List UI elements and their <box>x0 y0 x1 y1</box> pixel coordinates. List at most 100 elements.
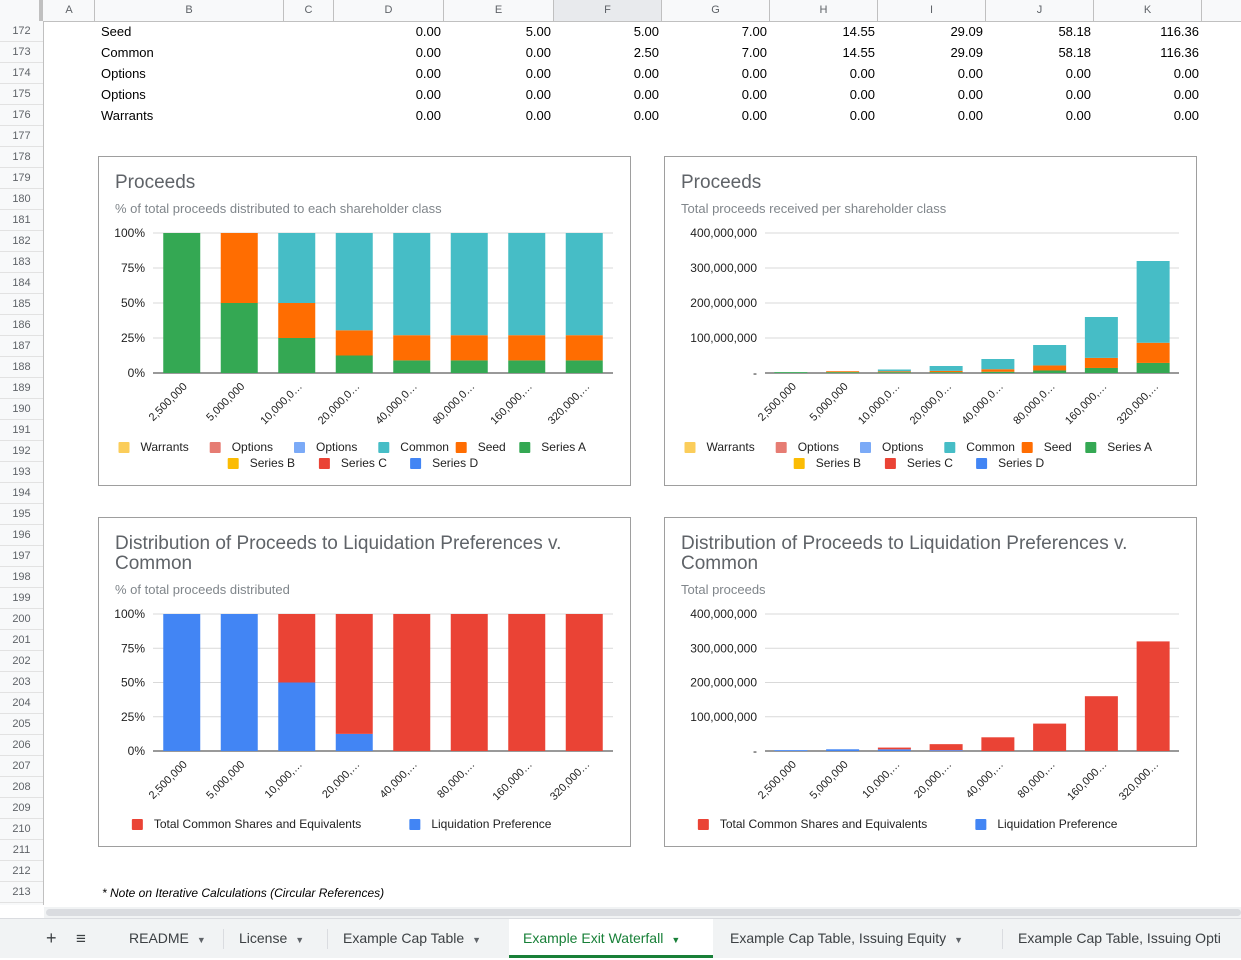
tab-menu-chevron-icon[interactable]: ▼ <box>295 935 305 945</box>
row-header-207[interactable]: 207 <box>0 756 43 777</box>
row-header-210[interactable]: 210 <box>0 819 43 840</box>
bar-segment[interactable] <box>929 372 963 373</box>
column-header-c[interactable]: C <box>284 0 334 21</box>
column-header-e[interactable]: E <box>444 0 554 21</box>
cell-value[interactable]: 58.18 <box>1058 24 1091 39</box>
bar-segment[interactable] <box>220 303 258 373</box>
row-header-211[interactable]: 211 <box>0 840 43 861</box>
bar-segment[interactable] <box>565 360 603 373</box>
bar-segment[interactable] <box>1033 365 1067 371</box>
cell-value[interactable]: 0.00 <box>957 108 983 123</box>
row-header-198[interactable]: 198 <box>0 567 43 588</box>
bar-segment[interactable] <box>1033 723 1067 751</box>
bar-segment[interactable] <box>774 750 808 751</box>
sheet-grid[interactable]: Seed 0.00 5.00 5.00 7.00 14.55 29.09 58.18 116.3… <box>44 21 1241 905</box>
cell-value[interactable]: 0.00 <box>633 87 659 102</box>
cell-value[interactable]: 14.55 <box>842 45 875 60</box>
bar-segment[interactable] <box>1084 367 1118 373</box>
bar-segment[interactable] <box>163 233 201 373</box>
row-header-188[interactable]: 188 <box>0 357 43 378</box>
cell-value[interactable]: 0.00 <box>849 108 875 123</box>
sheet-tab[interactable]: Example Cap Table, Issuing Equity ▼ <box>716 919 1002 958</box>
bar-segment[interactable] <box>877 749 911 751</box>
cell-value[interactable]: 0.00 <box>1173 87 1199 102</box>
row-header-194[interactable]: 194 <box>0 483 43 504</box>
column-header-a[interactable]: A <box>44 0 95 21</box>
bar-segment[interactable] <box>278 614 316 683</box>
bar-segment[interactable] <box>1136 261 1170 343</box>
tab-menu-chevron-icon[interactable]: ▼ <box>472 935 482 945</box>
row-header-177[interactable]: 177 <box>0 126 43 147</box>
bar-segment[interactable] <box>1033 370 1067 373</box>
sheet-tab[interactable]: License ▼ <box>225 919 325 958</box>
row-header-186[interactable]: 186 <box>0 315 43 336</box>
column-header-k[interactable]: K <box>1094 0 1202 21</box>
cell-value[interactable]: 0.00 <box>415 108 441 123</box>
row-header-183[interactable]: 183 <box>0 252 43 273</box>
chart-proceeds-total[interactable]: Proceeds Total proceeds received per sha… <box>664 156 1197 486</box>
row-header-212[interactable]: 212 <box>0 861 43 882</box>
row-label[interactable]: Warrants <box>101 108 154 123</box>
row-header-206[interactable]: 206 <box>0 735 43 756</box>
row-header-195[interactable]: 195 <box>0 504 43 525</box>
row-header-187[interactable]: 187 <box>0 336 43 357</box>
row-header-181[interactable]: 181 <box>0 210 43 231</box>
cell-value[interactable]: 14.55 <box>842 24 875 39</box>
bar-segment[interactable] <box>826 749 860 751</box>
row-header-199[interactable]: 199 <box>0 588 43 609</box>
bar-segment[interactable] <box>565 335 603 361</box>
cell-value[interactable]: 0.00 <box>525 108 551 123</box>
bar-segment[interactable] <box>393 360 431 373</box>
bar-segment[interactable] <box>450 233 488 336</box>
row-header-193[interactable]: 193 <box>0 462 43 483</box>
row-header-213[interactable]: 213 <box>0 882 43 903</box>
bar-segment[interactable] <box>220 614 258 751</box>
cell-value[interactable]: 0.00 <box>1065 66 1091 81</box>
cell-value[interactable]: 0.00 <box>741 87 767 102</box>
cell-value[interactable]: 0.00 <box>849 66 875 81</box>
chart-liquidation-percent[interactable]: Distribution of Proceeds to Liquidation … <box>98 517 631 847</box>
all-sheets-list-icon[interactable]: ≡ <box>76 929 86 948</box>
row-header-190[interactable]: 190 <box>0 399 43 420</box>
row-header-196[interactable]: 196 <box>0 525 43 546</box>
bar-segment[interactable] <box>826 371 860 373</box>
cell-value[interactable]: 0.00 <box>415 66 441 81</box>
bar-segment[interactable] <box>508 233 546 336</box>
sheet-tab[interactable]: README ▼ <box>115 919 223 958</box>
bar-segment[interactable] <box>877 369 911 372</box>
bar-segment[interactable] <box>981 359 1015 370</box>
bar-segment[interactable] <box>1136 362 1170 373</box>
column-header-d[interactable]: D <box>334 0 444 21</box>
row-header-205[interactable]: 205 <box>0 714 43 735</box>
row-header-200[interactable]: 200 <box>0 609 43 630</box>
bar-segment[interactable] <box>1084 357 1118 368</box>
row-header-173[interactable]: 173 <box>0 42 43 63</box>
row-header-203[interactable]: 203 <box>0 672 43 693</box>
bar-segment[interactable] <box>508 614 546 751</box>
bar-segment[interactable] <box>450 614 488 751</box>
bar-segment[interactable] <box>278 338 316 373</box>
tab-menu-chevron-icon[interactable]: ▼ <box>196 935 206 945</box>
row-header-208[interactable]: 208 <box>0 777 43 798</box>
row-header-201[interactable]: 201 <box>0 630 43 651</box>
bar-segment[interactable] <box>393 614 431 751</box>
row-header-189[interactable]: 189 <box>0 378 43 399</box>
row-header-180[interactable]: 180 <box>0 189 43 210</box>
cell-value[interactable]: 0.00 <box>741 108 767 123</box>
cell-value[interactable]: 0.00 <box>525 45 551 60</box>
bar-segment[interactable] <box>565 614 603 751</box>
bar-segment[interactable] <box>278 233 316 303</box>
row-header-204[interactable]: 204 <box>0 693 43 714</box>
cell-value[interactable]: 0.00 <box>633 66 659 81</box>
row-header-197[interactable]: 197 <box>0 546 43 567</box>
bar-segment[interactable] <box>1136 342 1170 363</box>
horizontal-scrollbar[interactable] <box>44 907 1241 918</box>
row-label[interactable]: Common <box>101 45 154 60</box>
row-header-178[interactable]: 178 <box>0 147 43 168</box>
bar-segment[interactable] <box>450 360 488 373</box>
bar-segment[interactable] <box>1136 641 1170 751</box>
bar-segment[interactable] <box>877 747 911 750</box>
cell-value[interactable]: 0.00 <box>1065 108 1091 123</box>
row-label[interactable]: Seed <box>101 24 132 39</box>
select-all-corner[interactable] <box>0 0 43 21</box>
